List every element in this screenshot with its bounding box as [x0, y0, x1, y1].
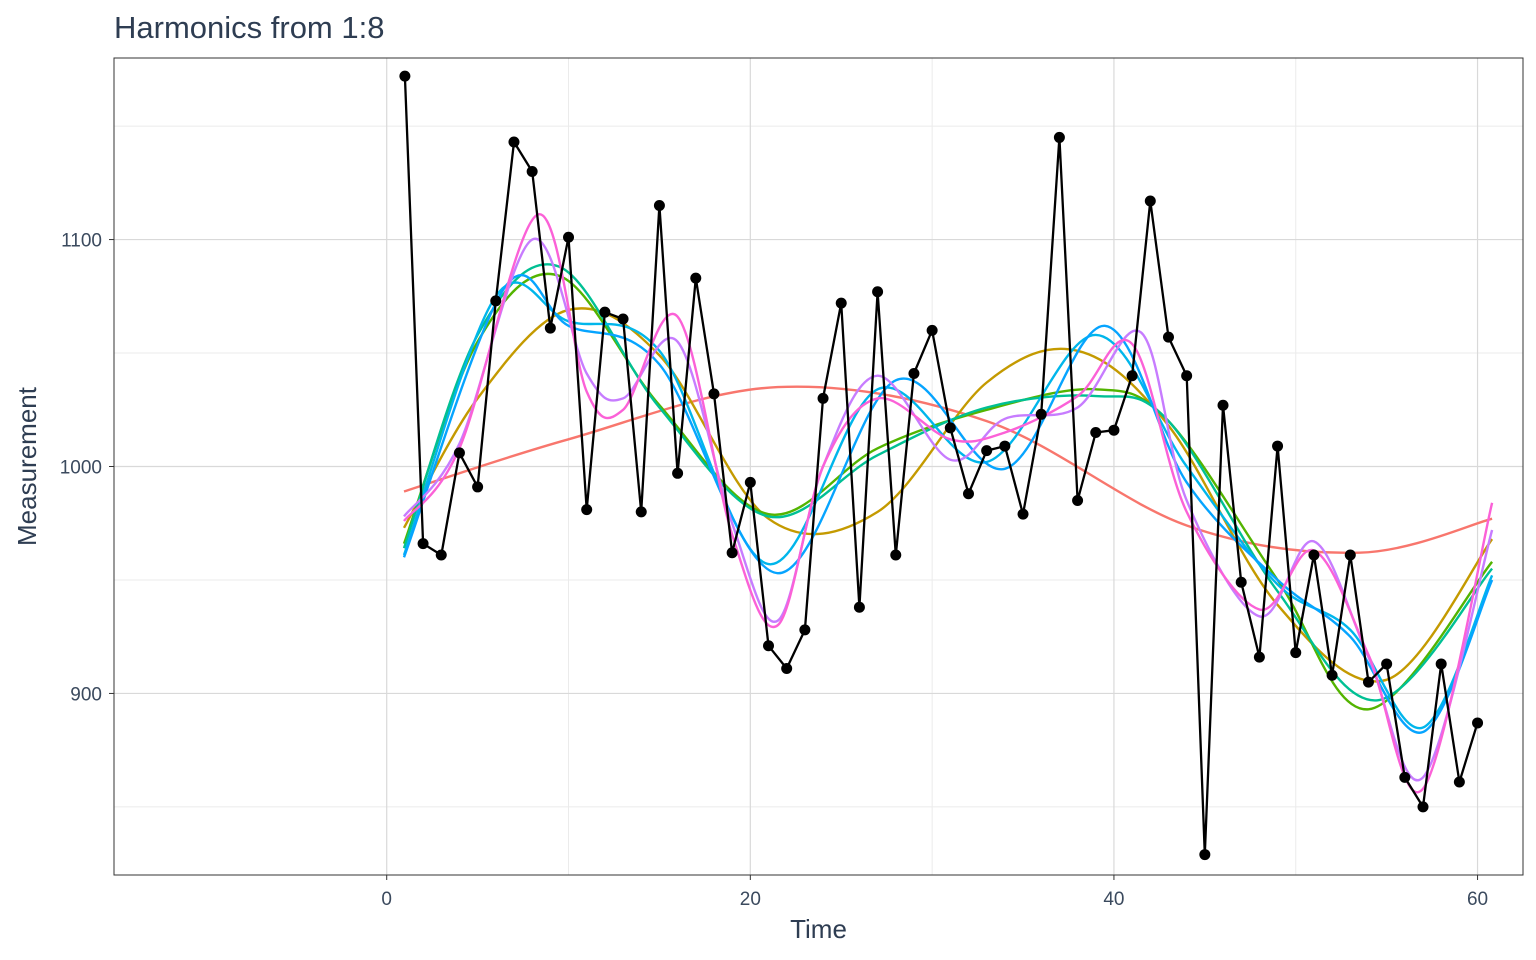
observed-point: [672, 467, 684, 479]
observed-point: [1453, 776, 1465, 788]
grid: [114, 58, 1523, 875]
observed-point: [635, 506, 647, 518]
observed-point: [872, 286, 884, 298]
observed-point: [1181, 370, 1193, 382]
observed-layer: [399, 70, 1484, 861]
observed-point: [1290, 647, 1302, 659]
harmonic-series-line-5: [402, 281, 1494, 730]
series-layer: [402, 213, 1494, 794]
observed-point: [653, 200, 665, 212]
y-axis-title: Measurement: [12, 386, 42, 546]
y-tick-label: 900: [70, 684, 102, 705]
tick-labels: 0 20 40 60 900 1000 1100: [60, 231, 1488, 910]
observed-point: [1017, 508, 1029, 520]
y-tick-label: 1000: [60, 458, 102, 479]
observed-point: [981, 445, 993, 457]
observed-point: [1090, 426, 1102, 438]
observed-point: [472, 481, 484, 493]
observed-point: [1235, 576, 1247, 588]
observed-point: [581, 504, 593, 516]
observed-point: [399, 70, 411, 82]
observed-point: [1272, 440, 1284, 452]
observed-point: [926, 324, 938, 336]
observed-point: [1344, 549, 1356, 561]
observed-point: [1435, 658, 1447, 670]
observed-point: [1126, 370, 1138, 382]
observed-point: [890, 549, 902, 561]
observed-point: [962, 488, 974, 500]
observed-point: [544, 322, 556, 334]
x-tick-label: 0: [381, 889, 392, 910]
observed-point: [508, 136, 520, 148]
observed-point: [1253, 651, 1265, 663]
observed-point: [617, 313, 629, 325]
y-tick-label: 1100: [61, 231, 102, 252]
x-tick-label: 20: [740, 889, 761, 910]
observed-point: [999, 440, 1011, 452]
observed-point: [781, 662, 793, 674]
observed-point: [1326, 669, 1338, 681]
observed-point: [1417, 801, 1429, 813]
observed-point: [453, 447, 465, 459]
x-axis-title: Time: [790, 914, 847, 944]
chart-title: Harmonics from 1:8: [114, 10, 385, 45]
observed-point: [1199, 849, 1211, 861]
observed-point: [1381, 658, 1393, 670]
x-tick-label: 60: [1467, 889, 1488, 910]
observed-point: [690, 272, 702, 284]
observed-point: [1308, 549, 1320, 561]
observed-point: [1144, 195, 1156, 207]
observed-point: [726, 547, 738, 559]
observed-point: [944, 422, 956, 434]
observed-point: [1053, 131, 1065, 143]
observed-point: [526, 165, 538, 177]
observed-point: [417, 538, 429, 550]
observed-point: [1108, 424, 1120, 436]
observed-point: [763, 640, 775, 652]
harmonic-series-line-8: [403, 213, 1494, 794]
observed-point: [799, 624, 811, 636]
observed-point: [1072, 495, 1084, 507]
harmonic-series-line-1: [403, 385, 1493, 555]
observed-point: [490, 295, 502, 307]
harmonic-series-line-3: [402, 272, 1494, 711]
observed-point: [563, 231, 575, 243]
observed-line: [403, 76, 1479, 856]
observed-point: [435, 549, 447, 561]
harmonic-series-line-6: [402, 273, 1494, 734]
observed-point: [1217, 399, 1229, 411]
observed-point: [908, 367, 920, 379]
observed-point: [1035, 408, 1047, 420]
observed-point: [853, 601, 865, 613]
harmonic-series-line-7: [403, 237, 1494, 782]
harmonic-series-line-4: [402, 263, 1494, 702]
observed-point: [1399, 771, 1411, 783]
observed-point: [1472, 717, 1484, 729]
harmonic-series-line-2: [402, 307, 1494, 683]
observed-point: [835, 297, 847, 309]
observed-point: [744, 476, 756, 488]
observed-point: [1162, 331, 1174, 343]
observed-point: [599, 306, 611, 318]
observed-point: [1362, 676, 1374, 688]
x-tick-label: 40: [1103, 889, 1124, 910]
observed-point: [708, 388, 720, 400]
observed-point: [817, 392, 829, 404]
